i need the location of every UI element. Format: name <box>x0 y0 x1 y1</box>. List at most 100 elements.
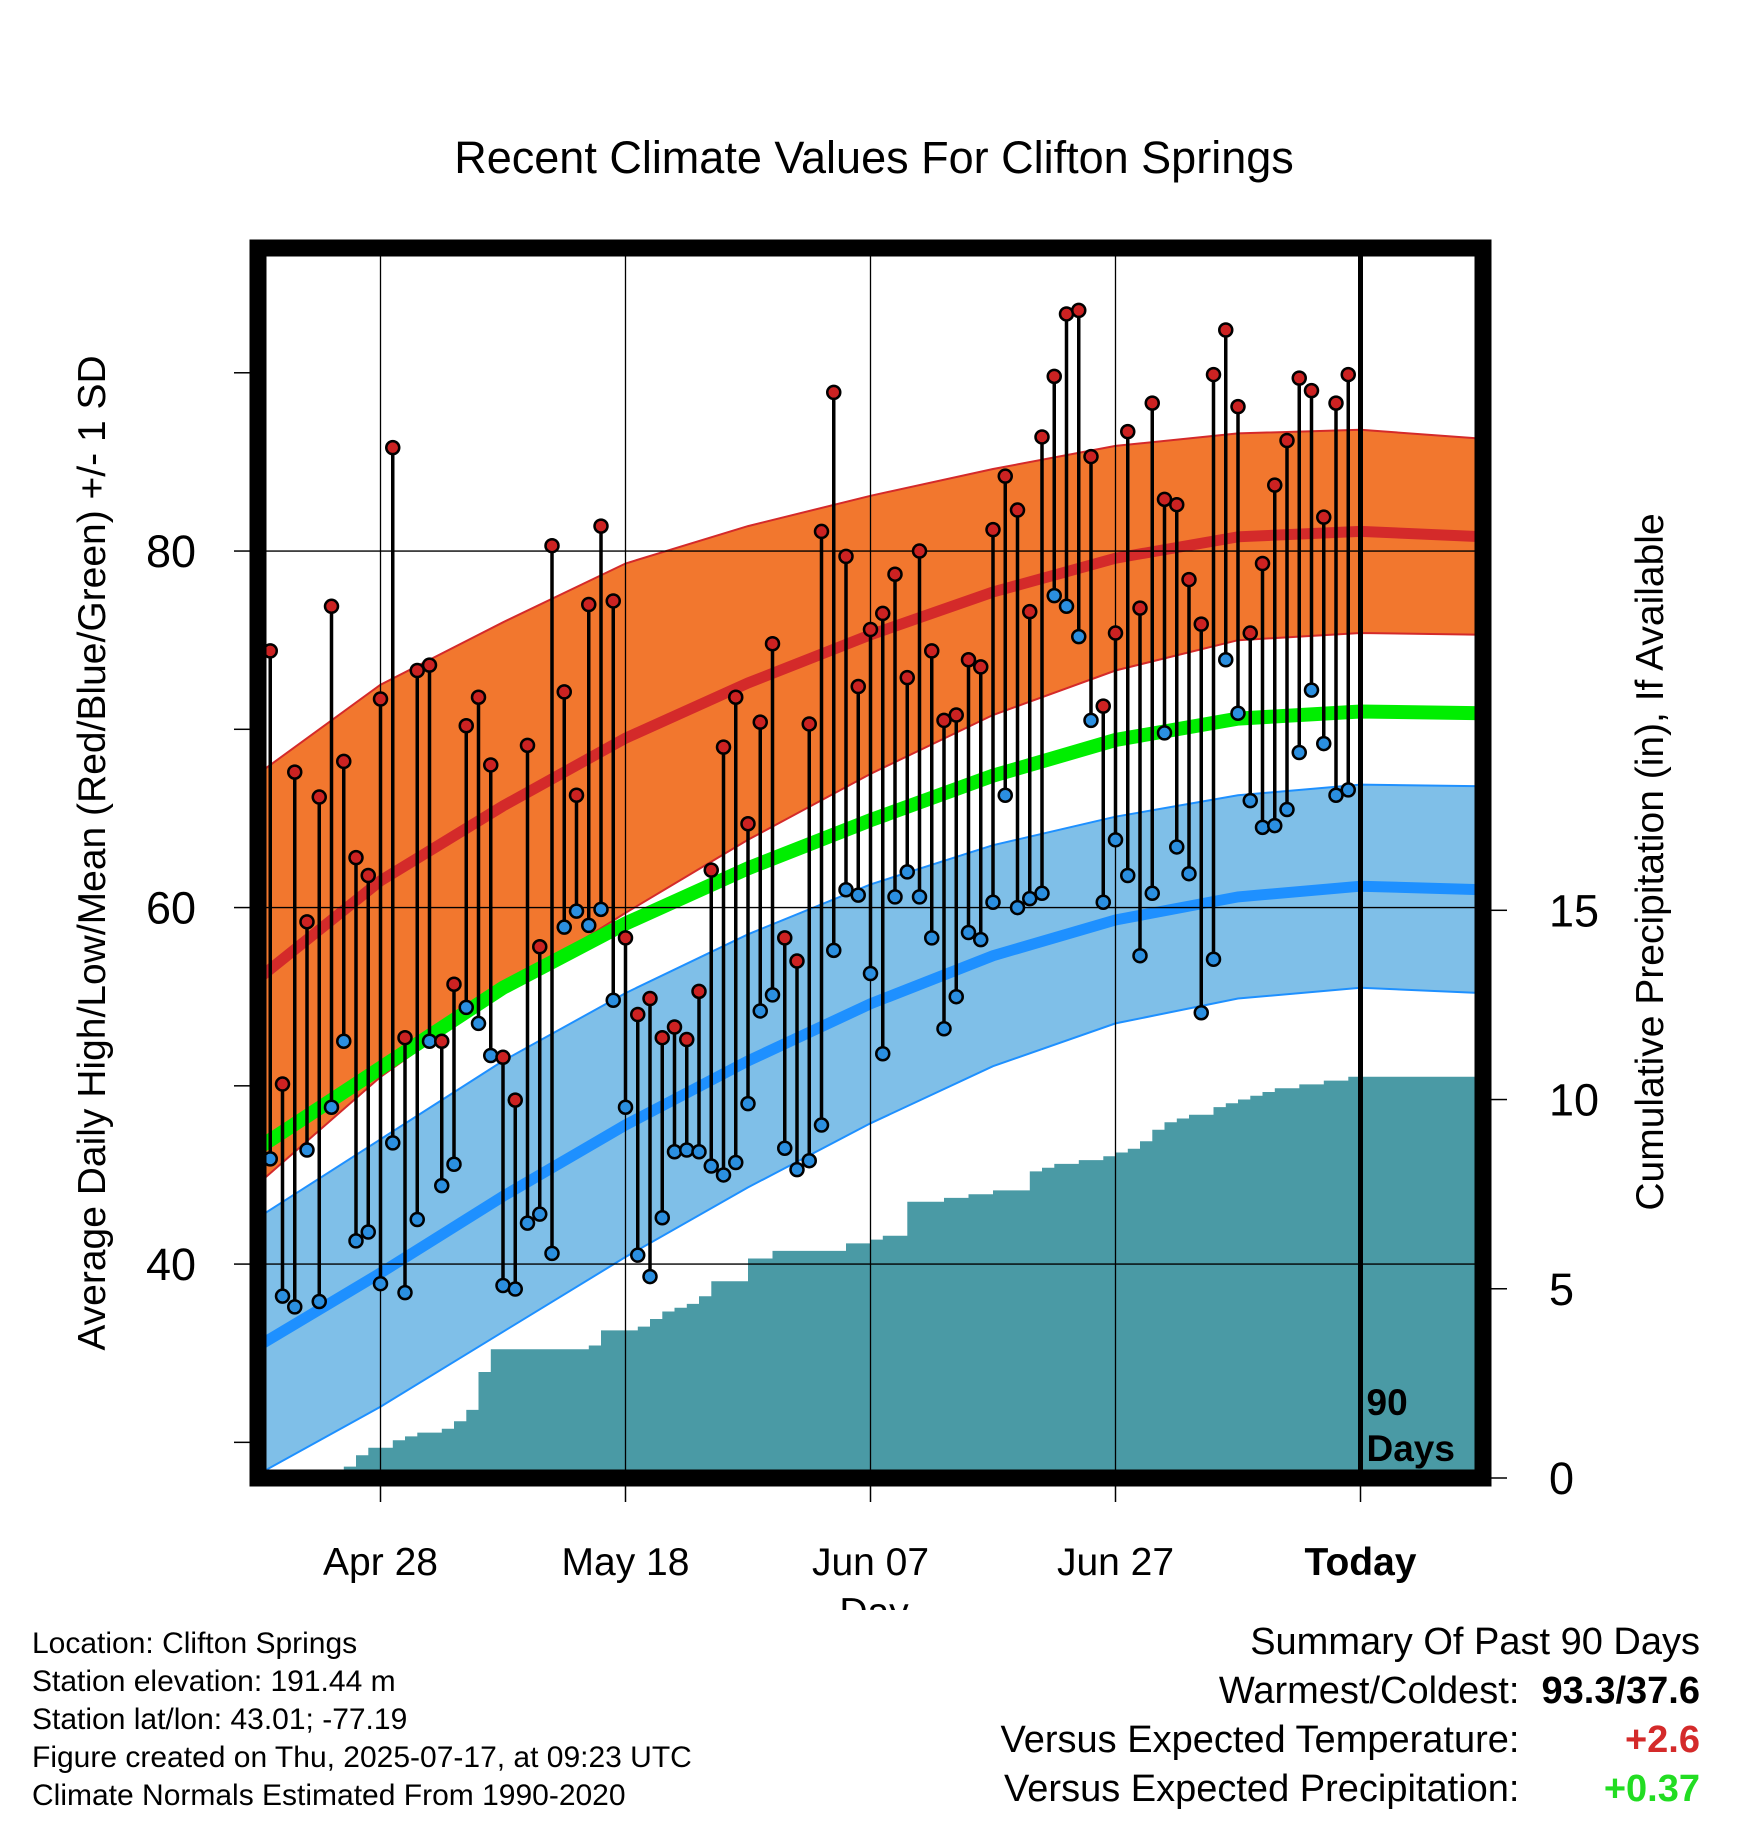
high-temp-point <box>740 816 756 832</box>
high-temp-point <box>617 930 634 946</box>
low-temp-point <box>740 1095 756 1112</box>
high-temp-point <box>973 659 989 675</box>
y-tick-label: 60 <box>146 883 196 934</box>
high-temp-point <box>960 652 977 668</box>
x-tick-label: May 18 <box>562 1541 690 1584</box>
low-temp-point <box>985 894 1001 910</box>
high-temp-point <box>385 439 401 456</box>
high-temp-point <box>924 643 940 659</box>
low-temp-point <box>311 1293 327 1310</box>
low-temp-point <box>1279 801 1295 818</box>
axes: 40 60 80 0 5 10 15 Apr 28 May 18 Jun 07 Jun 27 Toda… <box>146 239 1599 1584</box>
low-temp-point <box>605 992 621 1009</box>
low-temp-point <box>752 1003 768 1019</box>
high-temp-point <box>911 543 928 559</box>
low-temp-point <box>630 1247 646 1263</box>
low-temp-point <box>1095 894 1111 910</box>
high-temp-point <box>850 678 866 695</box>
low-temp-point <box>789 1161 805 1178</box>
high-temp-point <box>434 1033 450 1050</box>
today-marker-label: 90 <box>1367 1382 1408 1423</box>
high-temp-point <box>875 605 891 622</box>
low-temp-point <box>385 1135 401 1151</box>
high-temp-point <box>409 662 425 679</box>
low-temp-point <box>299 1142 315 1158</box>
y-axis-label: Average Daily High/Low/Mean (Red/Blue/Gr… <box>71 355 114 1350</box>
high-temp-point <box>642 990 658 1007</box>
high-temp-point <box>1230 398 1246 415</box>
high-temp-point <box>568 787 585 804</box>
low-temp-point <box>1071 628 1087 645</box>
low-temp-point <box>1230 705 1246 722</box>
y2-tick-label: 5 <box>1549 1264 1574 1315</box>
high-temp-point <box>1034 429 1050 445</box>
high-temp-point <box>801 716 817 732</box>
low-temp-point <box>1132 947 1148 964</box>
low-temp-point <box>495 1277 511 1294</box>
low-temp-point <box>348 1233 364 1249</box>
low-temp-point <box>1169 839 1185 855</box>
high-temp-point <box>323 598 340 615</box>
low-temp-point <box>1254 819 1271 836</box>
high-temp-point <box>728 689 744 705</box>
high-temp-point <box>691 983 707 1000</box>
high-temp-point <box>1009 502 1026 518</box>
y-tick-label: 80 <box>146 526 196 577</box>
precip-row: Versus Expected Precipitation: +0.37 <box>1001 1765 1700 1814</box>
high-temp-point <box>1022 603 1038 620</box>
low-temp-point <box>434 1177 450 1194</box>
high-temp-point <box>666 1019 683 1035</box>
warmest-row: Warmest/Coldest: 93.3/37.6 <box>1001 1667 1700 1716</box>
high-temp-point <box>1291 370 1307 386</box>
high-temp-point <box>826 384 842 401</box>
low-temp-point <box>1340 782 1356 798</box>
low-temp-point <box>1303 682 1320 698</box>
warmest-value: 93.3/37.6 <box>1541 1670 1700 1712</box>
low-temp-point <box>360 1224 376 1240</box>
low-temp-point <box>703 1158 719 1174</box>
low-temp-point <box>1316 735 1332 752</box>
low-temp-point <box>1120 867 1136 884</box>
high-temp-point <box>1058 306 1075 322</box>
high-temp-point <box>703 862 719 878</box>
low-temp-point <box>1328 787 1344 804</box>
low-temp-point <box>826 942 842 959</box>
high-temp-point <box>630 1006 646 1023</box>
high-temp-point <box>997 468 1013 484</box>
low-temp-point <box>1181 865 1197 882</box>
low-temp-point <box>936 1021 952 1037</box>
low-temp-point <box>1083 712 1099 729</box>
low-temp-point <box>336 1033 352 1050</box>
high-temp-point <box>948 707 964 723</box>
high-temp-point <box>1144 395 1160 411</box>
low-temp-point <box>728 1154 744 1171</box>
created-text: Figure created on Thu, 2025-07-17, at 09… <box>32 1741 692 1774</box>
low-temp-point <box>274 1288 291 1304</box>
high-temp-point <box>1181 571 1197 588</box>
low-temp-point <box>862 965 879 982</box>
low-temp-point <box>1218 652 1234 668</box>
precip-value: +0.37 <box>1603 1768 1700 1810</box>
high-temp-point <box>1279 432 1295 449</box>
high-temp-point <box>1046 368 1062 385</box>
high-temp-point <box>311 789 327 805</box>
chart-title: Recent Climate Values For Clifton Spring… <box>454 132 1294 183</box>
plot-frame <box>249 239 1492 1487</box>
high-temp-point <box>483 757 499 773</box>
low-temp-point <box>556 919 572 935</box>
high-temp-point <box>1169 496 1185 513</box>
high-temp-point <box>605 593 621 609</box>
low-temp-point <box>593 901 609 918</box>
low-temp-point <box>887 889 903 905</box>
low-temp-point <box>813 1117 830 1133</box>
high-temp-point <box>507 1092 523 1108</box>
low-temp-point <box>997 787 1013 804</box>
temp-value: +2.6 <box>1624 1719 1700 1761</box>
high-temp-point <box>1120 423 1136 440</box>
low-temp-point <box>1009 899 1026 916</box>
x-tick-label: Jun 27 <box>1057 1541 1174 1584</box>
high-temp-point <box>777 930 793 946</box>
high-temp-point <box>544 537 560 554</box>
high-temp-point <box>458 717 474 734</box>
high-temp-point <box>679 1031 695 1048</box>
